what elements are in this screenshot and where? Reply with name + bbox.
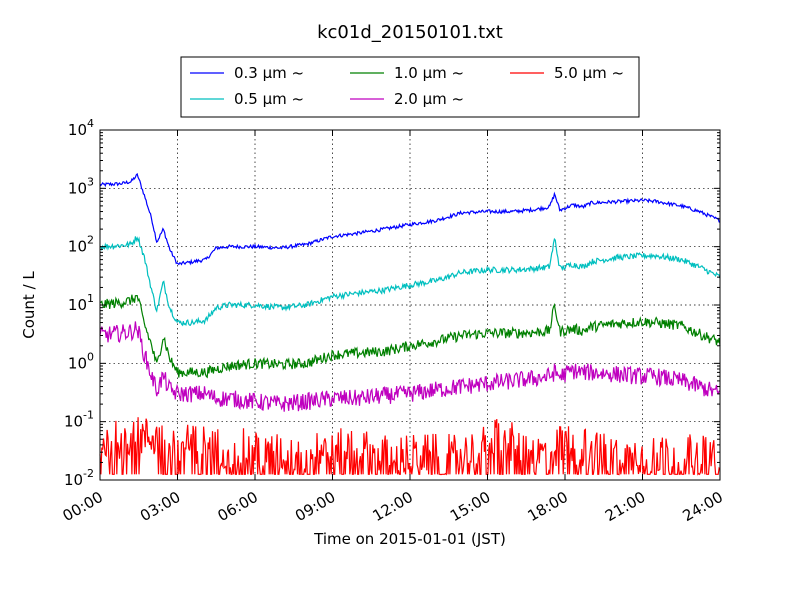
legend-label: 1.0 μm ~: [394, 64, 464, 82]
series-line: [99, 321, 721, 412]
x-tick-label: 18:00: [525, 488, 571, 525]
x-tick-label: 00:00: [60, 488, 106, 525]
x-axis-label: Time on 2015-01-01 (JST): [313, 530, 506, 548]
y-tick-label: 104: [68, 117, 94, 139]
y-tick-labels: 10-2 10-1 100 101 102 103 104: [64, 117, 94, 489]
y-tick-label: 101: [68, 292, 94, 314]
legend-label: 0.3 μm ~: [234, 64, 304, 82]
x-tick-label: 24:00: [680, 488, 726, 525]
legend-box: [180, 56, 640, 118]
x-tick-label: 15:00: [447, 488, 493, 525]
y-tick-label: 10-1: [64, 409, 94, 431]
series-line: [99, 294, 721, 379]
legend-label: 0.5 μm ~: [234, 90, 304, 108]
x-tick-labels: 00:00 03:00 06:00 09:00 12:00 15:00 18:00 21:00…: [60, 488, 726, 525]
series-line: [99, 236, 721, 327]
chart-title: kc01d_20150101.txt: [317, 22, 503, 43]
legend: 0.3 μm ~ 0.5 μm ~ 1.0 μm ~ 2.0 μm ~ 5.0 μm ~: [180, 56, 640, 118]
plot-background: [100, 130, 720, 480]
x-tick-label: 06:00: [215, 488, 261, 525]
axis-ticks: [99, 129, 721, 481]
y-tick-label: 100: [68, 350, 94, 372]
plot-area: [99, 129, 721, 481]
x-tick-label: 09:00: [292, 488, 338, 525]
y-tick-label: 10-2: [64, 467, 94, 489]
series-line: [99, 172, 721, 266]
legend-label: 2.0 μm ~: [394, 90, 464, 108]
y-tick-label: 103: [68, 175, 94, 197]
x-tick-label: 03:00: [137, 488, 183, 525]
x-tick-label: 21:00: [602, 488, 648, 525]
x-tick-label: 12:00: [370, 488, 416, 525]
legend-label: 5.0 μm ~: [554, 64, 624, 82]
y-axis-label: Count / L: [20, 271, 38, 339]
y-tick-label: 102: [68, 234, 94, 256]
legend-items: 0.3 μm ~ 0.5 μm ~ 1.0 μm ~ 2.0 μm ~ 5.0 μm ~: [190, 64, 624, 108]
series-lines: [99, 172, 721, 476]
